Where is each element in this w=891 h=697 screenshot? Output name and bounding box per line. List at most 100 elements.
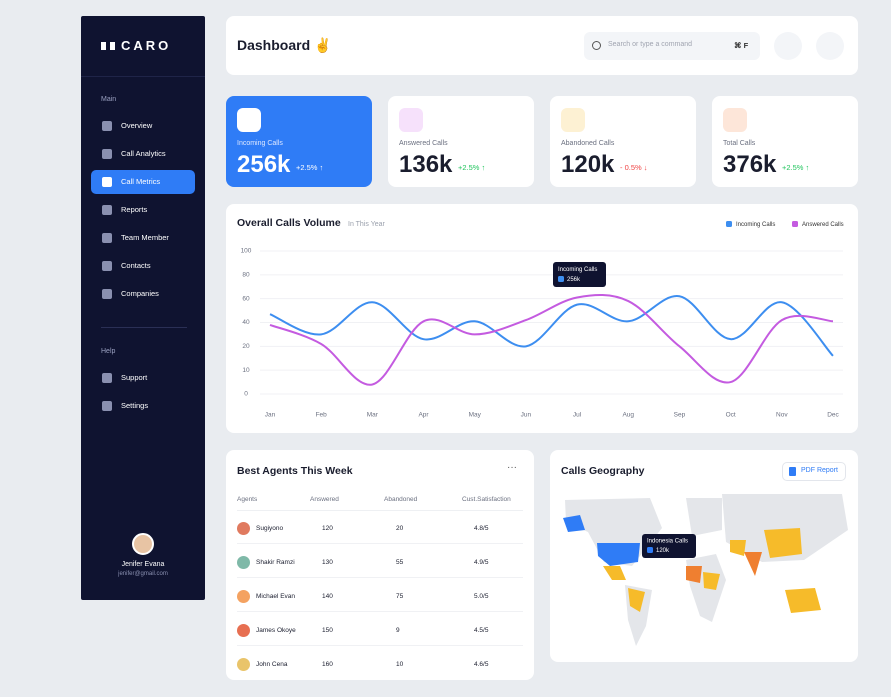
table-cell: 120 xyxy=(322,525,333,532)
stat-value: 120k xyxy=(561,151,615,178)
map-region xyxy=(744,552,762,576)
x-tick-label: May xyxy=(469,412,482,419)
row-divider xyxy=(237,577,523,578)
series-line xyxy=(269,295,834,357)
search-input[interactable]: Search or type a command xyxy=(608,41,693,48)
row-divider xyxy=(237,543,523,544)
divider xyxy=(81,76,205,77)
map-region xyxy=(628,588,645,612)
x-tick-label: Nov xyxy=(776,412,788,419)
nav-icon xyxy=(102,149,112,159)
divider xyxy=(101,327,187,328)
stat-card: Total Calls 376k +2.5% ↑ xyxy=(712,96,858,187)
table-cell: 5.0/5 xyxy=(474,593,489,600)
pdf-icon xyxy=(789,467,796,476)
x-tick-label: Jul xyxy=(573,412,582,419)
avatar xyxy=(132,533,154,555)
legend-swatch xyxy=(792,221,798,227)
nav-item[interactable]: Contacts xyxy=(121,261,151,270)
pdf-button[interactable]: PDF Report xyxy=(782,462,846,481)
y-tick-label: 20 xyxy=(242,343,250,350)
user-email: jenifer@gmail.com xyxy=(118,571,168,577)
table-cell: 75 xyxy=(396,593,404,600)
stat-icon xyxy=(561,108,585,132)
nav-icon xyxy=(102,401,112,411)
nav-item[interactable]: Settings xyxy=(121,401,149,410)
nav-item[interactable]: Companies xyxy=(121,289,159,298)
column-header: Answered xyxy=(310,496,339,503)
x-tick-label: Dec xyxy=(827,412,839,419)
map-region xyxy=(563,515,585,532)
agent-avatar xyxy=(237,624,250,637)
x-tick-label: Feb xyxy=(316,412,328,419)
x-tick-label: Sep xyxy=(674,412,686,419)
stat-value: 376k xyxy=(723,151,777,178)
stat-card: Incoming Calls 256k +2.5% ↑ xyxy=(226,96,372,187)
table-cell: 4.8/5 xyxy=(474,525,489,532)
stat-label: Abandoned Calls xyxy=(561,140,615,147)
menu-button[interactable]: ··· xyxy=(507,462,517,473)
icon-button[interactable] xyxy=(816,32,844,60)
map-region xyxy=(686,566,702,583)
stat-change: +2.5% ↑ xyxy=(782,163,810,172)
table-cell: 130 xyxy=(322,559,333,566)
stat-icon xyxy=(399,108,423,132)
nav-icon xyxy=(102,177,112,187)
map-title: Calls Geography xyxy=(561,465,645,477)
stat-icon xyxy=(723,108,747,132)
map-region xyxy=(730,540,746,556)
stat-label: Incoming Calls xyxy=(237,140,283,147)
agent-avatar xyxy=(237,522,250,535)
table-cell: 9 xyxy=(396,627,400,634)
nav-icon xyxy=(102,373,112,383)
chart-card: Overall Calls Volume In This Year 0 10 20 40 6… xyxy=(226,204,858,433)
stat-card: Abandoned Calls 120k - 0.5% ↓ xyxy=(550,96,696,187)
x-tick-label: Apr xyxy=(418,412,429,419)
row-divider xyxy=(237,645,523,646)
nav-item[interactable]: Overview xyxy=(121,121,153,130)
y-tick-label: 100 xyxy=(241,248,252,255)
y-tick-label: 10 xyxy=(242,367,250,374)
table-cell: John Cena xyxy=(256,661,288,668)
chart-title: Overall Calls Volume xyxy=(237,217,341,229)
pdf-label: PDF Report xyxy=(801,467,838,474)
nav-item[interactable]: Support xyxy=(121,373,148,382)
agent-avatar xyxy=(237,556,250,569)
nav-item[interactable]: Call Metrics xyxy=(121,177,161,186)
x-tick-label: Jan xyxy=(265,412,276,419)
y-tick-label: 40 xyxy=(242,319,250,326)
table-cell: 140 xyxy=(322,593,333,600)
stat-change: - 0.5% ↓ xyxy=(620,163,648,172)
search-box: Search or type a command ⌘ F xyxy=(584,32,760,60)
table-card: Best Agents This Week ··· Agents Answered Ab… xyxy=(226,450,534,680)
table-cell: Shakir Ramzi xyxy=(256,559,295,566)
map-card: Calls Geography PDF Report Indonesia Calls… xyxy=(550,450,858,662)
user-name: Jenifer Evana xyxy=(121,561,165,568)
nav-icon xyxy=(102,205,112,215)
table-cell: 10 xyxy=(396,661,404,668)
nav-item[interactable]: Call Analytics xyxy=(121,149,166,158)
legend-label: Answered Calls xyxy=(802,222,844,228)
y-tick-label: 80 xyxy=(242,272,250,279)
section-heading: Help xyxy=(101,348,116,355)
nav-item[interactable]: Team Member xyxy=(121,233,169,242)
icon-button[interactable] xyxy=(774,32,802,60)
table-cell: 20 xyxy=(396,525,404,532)
map-region xyxy=(764,528,802,558)
nav-item[interactable]: Reports xyxy=(121,205,148,214)
page-title: Dashboard ✌ xyxy=(237,37,332,53)
legend-swatch xyxy=(726,221,732,227)
map-tooltip-value: 120k xyxy=(656,548,670,554)
agent-avatar xyxy=(237,658,250,671)
table-cell: James Okoye xyxy=(256,627,296,634)
stat-value: 256k xyxy=(237,151,291,178)
section-heading: Main xyxy=(101,96,117,103)
table-cell: 4.9/5 xyxy=(474,559,489,566)
map-region xyxy=(722,494,848,562)
shortcut: ⌘ F xyxy=(734,41,749,50)
x-tick-label: Mar xyxy=(367,412,379,419)
map-tooltip-box xyxy=(642,534,696,558)
map-region xyxy=(597,543,640,566)
